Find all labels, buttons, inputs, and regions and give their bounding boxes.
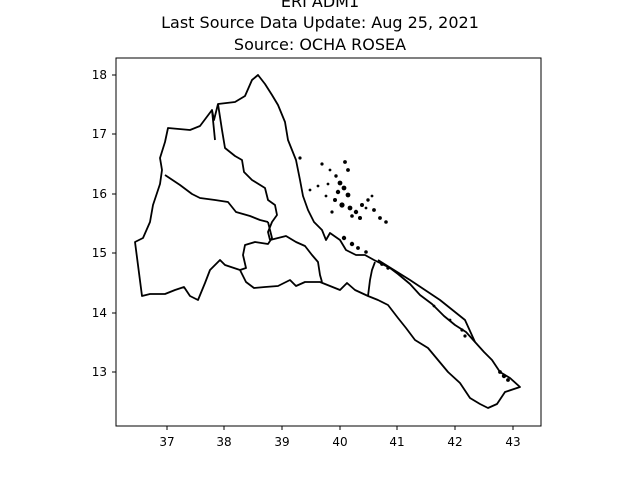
x-tick-label: 43: [505, 435, 520, 449]
region-boundary: [377, 259, 476, 343]
y-tick-label: 18: [92, 68, 107, 82]
y-tick-label: 16: [92, 187, 107, 201]
y-tick-label: 13: [92, 365, 107, 379]
region-boundary: [269, 235, 323, 283]
x-tick-label: 42: [447, 435, 462, 449]
region-boundaries: [134, 74, 521, 409]
y-tick-label: 15: [92, 246, 107, 260]
x-tick-label: 39: [274, 435, 289, 449]
x-tick-label: 41: [389, 435, 404, 449]
islands: [298, 156, 510, 382]
y-tick-label: 17: [92, 127, 107, 141]
axes-frame: [115, 57, 542, 427]
y-tick-label: 14: [92, 306, 107, 320]
region-boundary: [239, 221, 273, 271]
x-axis: 37 38 39 40 41 42 43: [159, 426, 521, 449]
x-tick-label: 37: [159, 435, 174, 449]
region-boundary: [367, 261, 376, 297]
x-tick-label: 40: [332, 435, 347, 449]
region-boundary: [217, 103, 278, 241]
region-boundary: [211, 109, 216, 141]
x-tick-label: 38: [216, 435, 231, 449]
y-axis: 18 17 16 15 14 13: [92, 68, 116, 379]
country-outline: [134, 74, 521, 409]
map-subtitle-source: Source: OCHA ROSEA: [233, 35, 407, 54]
region-boundary: [164, 174, 269, 223]
map-title: ERI ADM1: [280, 0, 360, 11]
map-subtitle-update: Last Source Data Update: Aug 25, 2021: [161, 13, 479, 32]
